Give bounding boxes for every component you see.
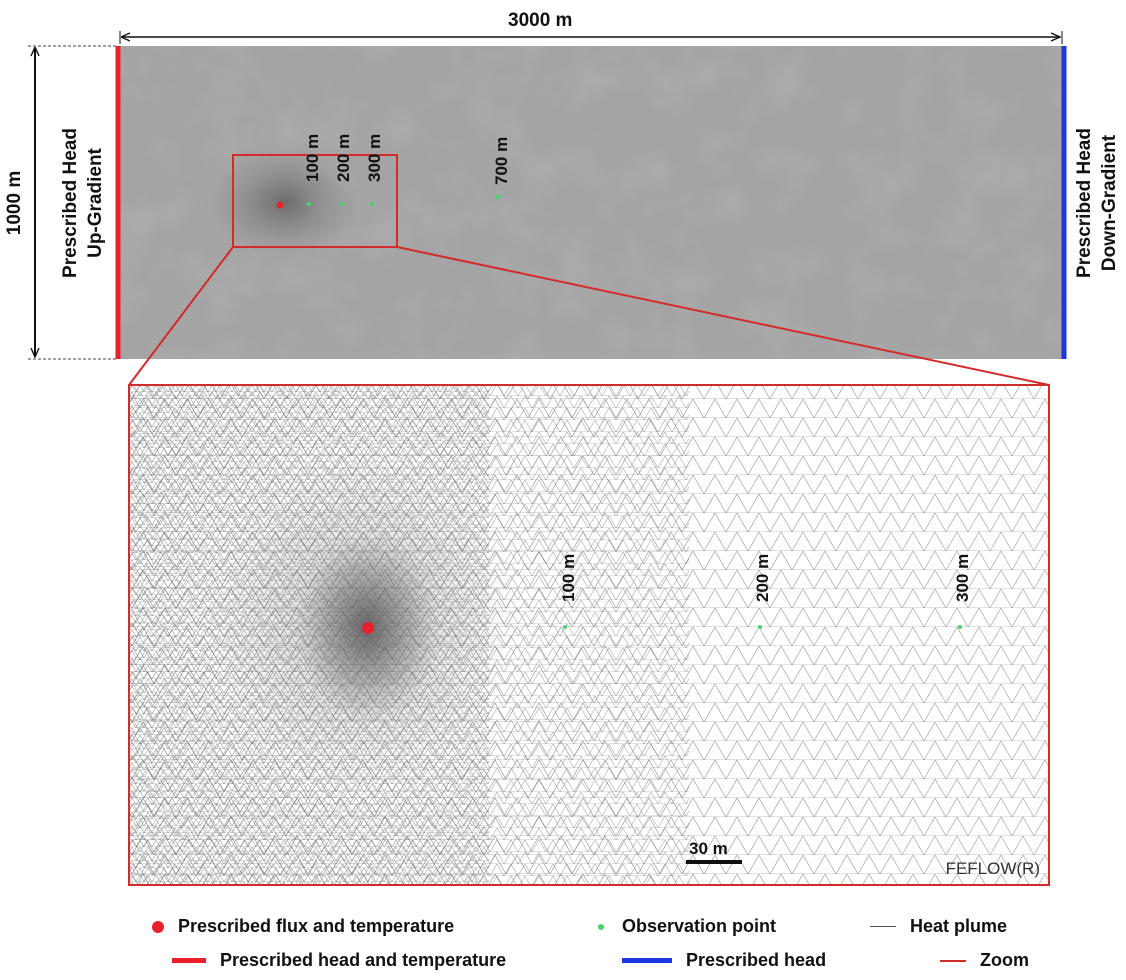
domain-heat-plume	[210, 147, 360, 257]
legend-head-label: Prescribed head	[686, 950, 827, 970]
observation-point-300m-top	[369, 201, 375, 207]
up-gradient-label-line1: Prescribed Head	[60, 128, 81, 278]
obs-label-100m-top: 100 m	[303, 134, 322, 182]
zoom-panel: 100 m 200 m 300 m 30 m FEFLOW(R)	[128, 384, 1050, 886]
height-label: 1000 m	[4, 171, 25, 235]
legend-item-head-temp: Prescribed head and temperature	[172, 950, 506, 971]
zoom-heat-plume-halo	[200, 450, 520, 790]
legend: Prescribed flux and temperature Observat…	[0, 904, 1126, 980]
legend-zoom-label: Zoom	[980, 950, 1029, 970]
down-gradient-label-line1: Prescribed Head	[1074, 128, 1095, 278]
legend-head-temp-label: Prescribed head and temperature	[220, 950, 507, 970]
observation-point-700m-top	[495, 194, 501, 200]
observation-point-100m-zoom	[563, 625, 567, 629]
legend-item-observation: Observation point	[594, 916, 776, 937]
source-point-zoom	[362, 622, 374, 634]
head-temperature-line-icon	[172, 958, 206, 963]
source-point-icon	[152, 920, 164, 933]
width-label: 3000 m	[508, 10, 572, 31]
observation-point-200m-zoom	[758, 625, 762, 629]
zoom-panel-frame	[128, 384, 1050, 886]
domain-panel: 100 m 200 m 300 m 700 m 3000 m 1000 m Pr…	[4, 10, 1120, 360]
legend-item-head: Prescribed head	[622, 950, 826, 971]
software-watermark: FEFLOW(R)	[946, 859, 1040, 878]
prescribed-head-line-icon	[622, 958, 672, 963]
observation-point-icon	[598, 923, 604, 930]
obs-label-100m-zoom: 100 m	[559, 554, 578, 602]
observation-point-300m-zoom	[958, 625, 962, 629]
legend-observation-label: Observation point	[622, 916, 777, 936]
zoom-connector-right	[396, 246, 1050, 386]
zoom-line-icon	[940, 959, 966, 962]
legend-plume-label: Heat plume	[910, 916, 1008, 936]
down-gradient-label-line2: Down-Gradient	[1099, 134, 1120, 271]
zoom-connector-left	[128, 246, 234, 386]
legend-item-plume: Heat plume	[870, 916, 1007, 937]
observation-point-100m-top	[306, 201, 312, 207]
legend-item-source: Prescribed flux and temperature	[152, 916, 454, 937]
source-point-top	[276, 201, 284, 209]
zoom-area-rectangle	[232, 154, 398, 248]
scale-bar-label: 30 m	[689, 839, 728, 858]
legend-item-zoom: Zoom	[940, 950, 1029, 971]
up-gradient-label-line2: Up-Gradient	[85, 147, 106, 257]
legend-source-label: Prescribed flux and temperature	[178, 916, 455, 936]
model-domain-diagram: 100 m 200 m 300 m 700 m 3000 m 1000 m Pr…	[4, 10, 1120, 886]
obs-label-200m-top: 200 m	[334, 134, 353, 182]
obs-label-300m-zoom: 300 m	[953, 554, 972, 602]
obs-label-700m-top: 700 m	[492, 137, 511, 185]
heat-plume-line-icon	[870, 926, 896, 927]
obs-label-300m-top: 300 m	[365, 134, 384, 182]
obs-label-200m-zoom: 200 m	[753, 554, 772, 602]
observation-point-200m-top	[339, 201, 345, 207]
